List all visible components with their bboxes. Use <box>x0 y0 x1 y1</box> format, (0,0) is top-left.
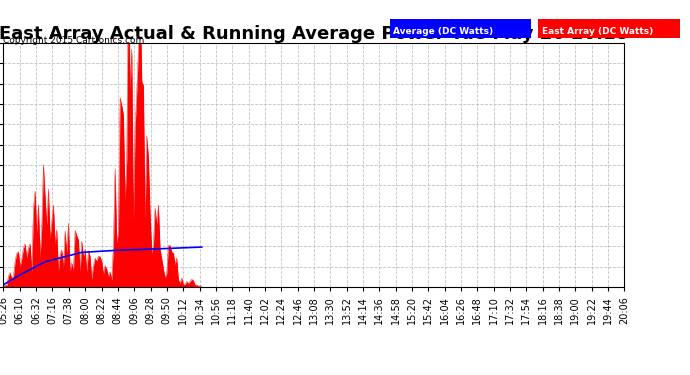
Text: Average (DC Watts): Average (DC Watts) <box>393 27 493 36</box>
Title: East Array Actual & Running Average Power Tue May 26 20:18: East Array Actual & Running Average Powe… <box>0 25 629 43</box>
Text: Copyright 2015 Cartronics.com: Copyright 2015 Cartronics.com <box>3 36 145 45</box>
Text: East Array (DC Watts): East Array (DC Watts) <box>542 27 653 36</box>
